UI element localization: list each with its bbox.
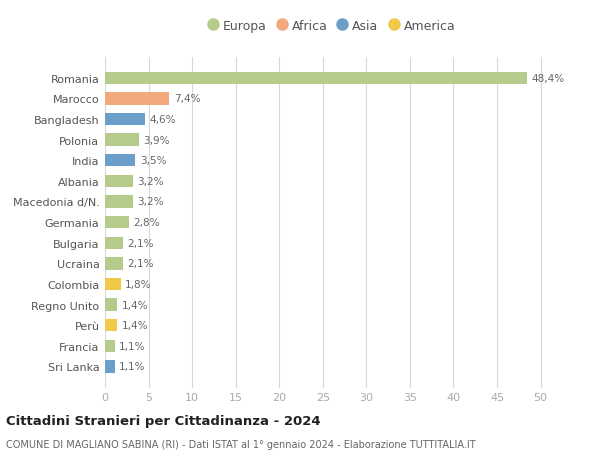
Text: 7,4%: 7,4% <box>174 94 200 104</box>
Text: 3,5%: 3,5% <box>140 156 166 166</box>
Bar <box>105 278 121 291</box>
Bar <box>105 340 115 352</box>
Bar <box>105 217 130 229</box>
Text: 2,1%: 2,1% <box>128 259 154 269</box>
Text: 1,4%: 1,4% <box>122 320 148 330</box>
Text: COMUNE DI MAGLIANO SABINA (RI) - Dati ISTAT al 1° gennaio 2024 - Elaborazione TU: COMUNE DI MAGLIANO SABINA (RI) - Dati IS… <box>6 440 476 449</box>
Text: 4,6%: 4,6% <box>149 115 176 125</box>
Bar <box>105 155 136 167</box>
Text: 2,1%: 2,1% <box>128 238 154 248</box>
Legend: Europa, Africa, Asia, America: Europa, Africa, Asia, America <box>205 17 458 35</box>
Bar <box>105 113 145 126</box>
Bar <box>105 257 123 270</box>
Bar <box>105 237 123 249</box>
Text: 1,8%: 1,8% <box>125 280 152 289</box>
Text: 3,2%: 3,2% <box>137 176 164 186</box>
Bar <box>105 360 115 373</box>
Bar <box>105 299 117 311</box>
Bar <box>105 319 117 332</box>
Text: Cittadini Stranieri per Cittadinanza - 2024: Cittadini Stranieri per Cittadinanza - 2… <box>6 414 320 428</box>
Text: 48,4%: 48,4% <box>531 73 564 84</box>
Text: 2,8%: 2,8% <box>134 218 160 228</box>
Text: 1,1%: 1,1% <box>119 362 145 372</box>
Bar <box>105 73 527 85</box>
Text: 1,4%: 1,4% <box>122 300 148 310</box>
Bar <box>105 196 133 208</box>
Bar <box>105 134 139 146</box>
Bar <box>105 175 133 188</box>
Bar <box>105 93 169 105</box>
Text: 1,1%: 1,1% <box>119 341 145 351</box>
Text: 3,9%: 3,9% <box>143 135 170 146</box>
Text: 3,2%: 3,2% <box>137 197 164 207</box>
